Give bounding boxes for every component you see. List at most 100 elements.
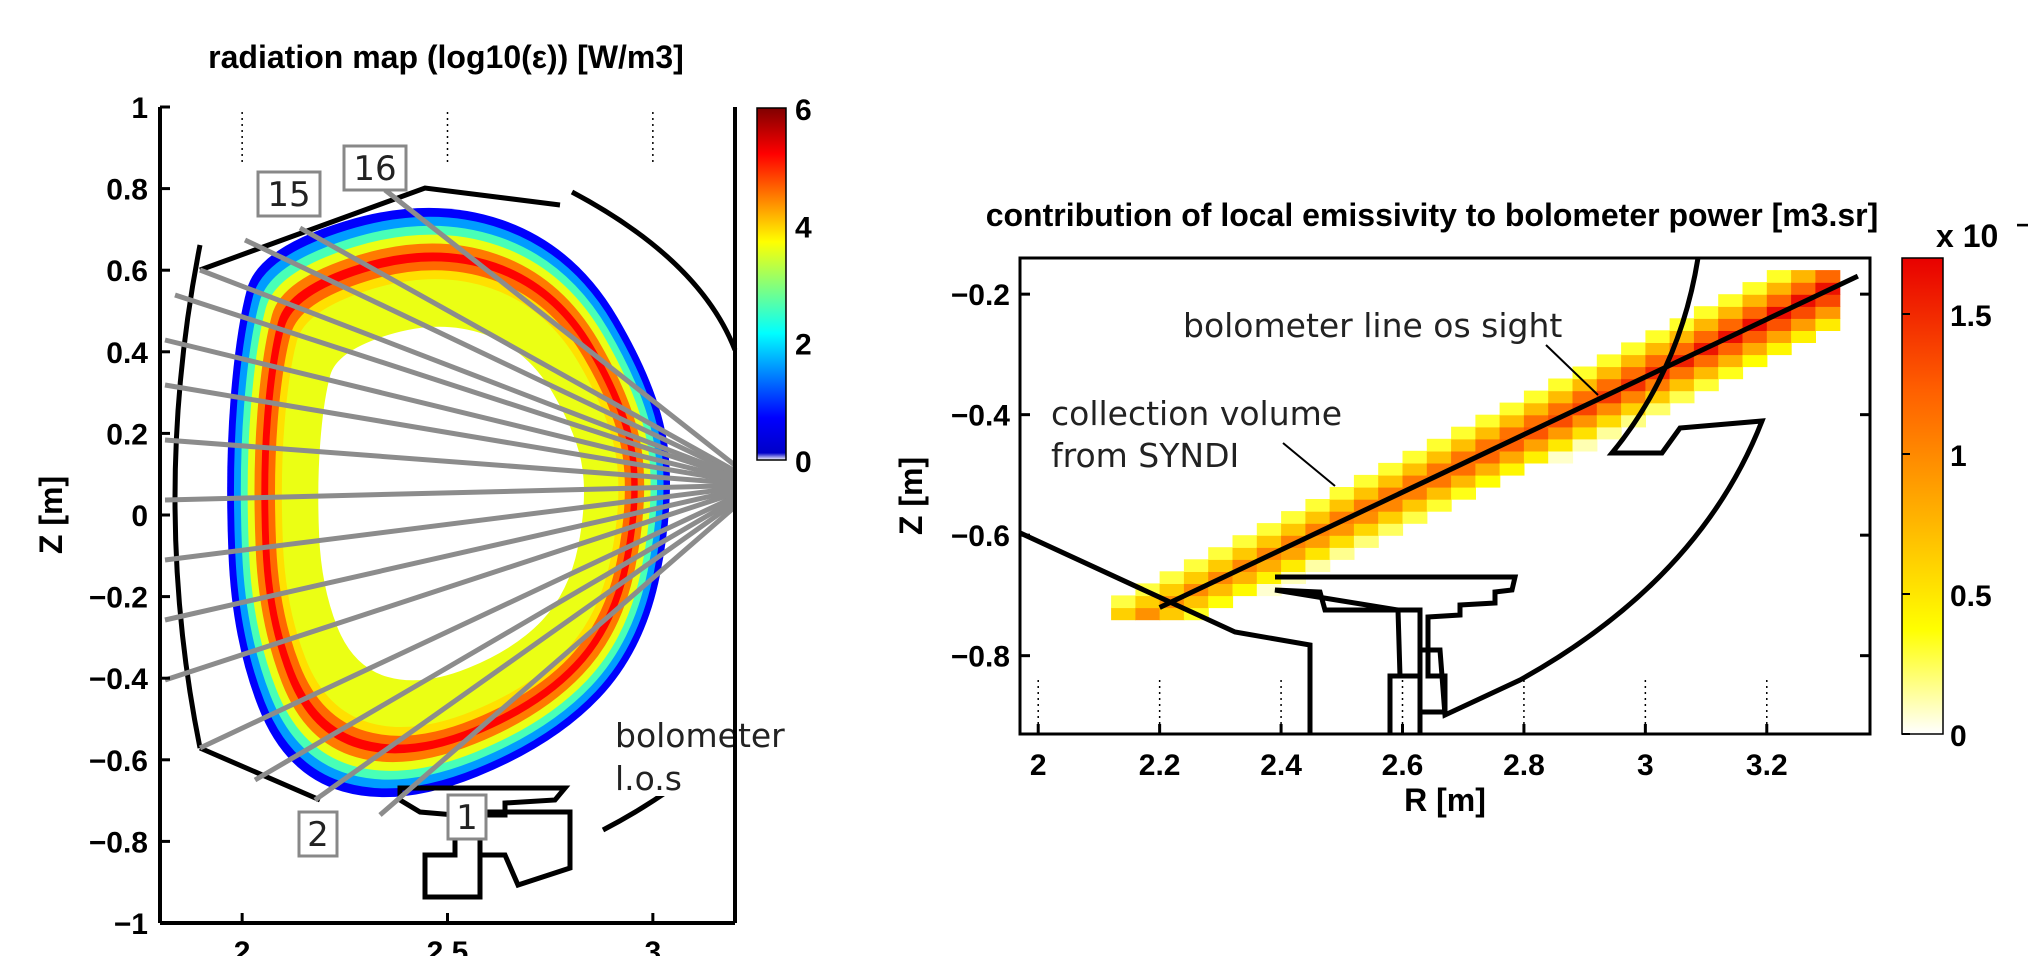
volume-pixel xyxy=(1791,282,1816,295)
volume-pixel xyxy=(1208,559,1234,572)
volume-pixel xyxy=(1256,571,1282,584)
volume-pixel xyxy=(1572,402,1598,416)
right-xtick-label: 2 xyxy=(1030,749,1047,782)
chord-16 xyxy=(383,188,735,469)
svg-text:16: 16 xyxy=(353,149,396,189)
volume-pixel xyxy=(1548,378,1574,392)
volume-pixel xyxy=(1742,294,1768,307)
radiation-map-panel: radiation map (log10(ε)) [W/m3] 15 16 2 xyxy=(33,39,812,956)
volume-pixel xyxy=(1111,607,1136,621)
los-annotation: bolometer line os sight xyxy=(1183,306,1562,345)
right-colorbar xyxy=(1901,257,1944,735)
left-xtick-label: 3 xyxy=(645,936,662,956)
volume-pixel xyxy=(1499,414,1525,428)
left-colorbar xyxy=(756,107,787,461)
right-axes-frame xyxy=(1018,256,1872,736)
right-xlabel: R [m] xyxy=(1404,782,1486,818)
svg-text:15: 15 xyxy=(267,175,310,215)
volume-pixel xyxy=(1645,354,1671,368)
left-ytick-label: −0.6 xyxy=(89,745,148,778)
volume-pixel xyxy=(1256,535,1282,548)
left-colorbar-tick-label: 0 xyxy=(795,446,812,479)
vessel-top-boundary xyxy=(199,185,561,273)
chord-13 xyxy=(313,499,735,803)
volume-pixel xyxy=(1572,414,1598,428)
right-wall-left xyxy=(1020,530,1313,734)
volume-pixel xyxy=(1499,450,1525,464)
volume-pixel xyxy=(1766,342,1792,356)
volume-pixel xyxy=(1499,462,1525,476)
volume-pixel xyxy=(1742,306,1768,319)
emission-hole xyxy=(318,326,584,681)
volume-pixel xyxy=(1815,306,1841,319)
volume-pixel xyxy=(1451,487,1476,500)
right-wall-curve xyxy=(1417,258,1766,734)
volume-pixel xyxy=(1426,438,1452,452)
volume-pixel xyxy=(1621,354,1646,368)
volume-pixel xyxy=(1378,462,1404,476)
volume-pixel xyxy=(1451,438,1476,452)
left-ytick-label: 0.4 xyxy=(106,337,148,370)
volume-pixel xyxy=(1208,595,1234,609)
left-xtick-label: 2.5 xyxy=(427,936,469,956)
volume-pixel xyxy=(1718,354,1744,368)
volume-pixel xyxy=(1742,282,1768,295)
volume-annotation-line2: from SYNDI xyxy=(1051,436,1239,475)
volume-pixel xyxy=(1111,595,1136,609)
right-ytick-label: −0.8 xyxy=(951,641,1010,674)
volume-pixel xyxy=(1621,366,1646,380)
chord-11 xyxy=(198,493,735,751)
volume-pixel xyxy=(1281,559,1306,572)
volume-pixel xyxy=(1232,535,1258,548)
bolometer-los-annotation-line1: bolometer xyxy=(615,716,785,755)
volume-pixel xyxy=(1766,270,1792,283)
volume-pixel xyxy=(1402,462,1428,476)
vessel-outer-arc-right xyxy=(570,189,738,351)
volume-pixel xyxy=(1305,535,1331,548)
volume-annotation-line1: collection volume xyxy=(1051,394,1342,433)
right-xtick-label: 2.2 xyxy=(1139,749,1181,782)
right-divertor xyxy=(1274,574,1519,734)
volume-pixel xyxy=(1159,583,1185,597)
left-ytick-label: 0.2 xyxy=(106,418,148,451)
volume-pixel xyxy=(1572,378,1598,392)
volume-pixel xyxy=(1353,474,1379,488)
chord-4 xyxy=(164,337,735,482)
volume-pixel xyxy=(1281,523,1306,536)
left-ytick-label: 0.8 xyxy=(106,174,148,207)
volume-pixel xyxy=(1402,511,1428,524)
volume-pixel xyxy=(1523,390,1549,404)
left-colorbar-tick-label: 4 xyxy=(795,211,812,244)
volume-pixel xyxy=(1159,607,1185,621)
volume-pixel xyxy=(1329,535,1355,548)
volume-pixel xyxy=(1742,354,1768,368)
volume-pixel xyxy=(1523,450,1549,464)
right-xtick-label: 2.4 xyxy=(1260,749,1302,782)
right-xtick-label: 2.6 xyxy=(1382,749,1424,782)
volume-pixel xyxy=(1232,571,1258,584)
chord-12 xyxy=(253,496,735,783)
colorbar-multiplier: x 10 xyxy=(1936,218,1998,254)
chord-6 xyxy=(164,437,735,486)
volume-pixel xyxy=(1305,547,1331,560)
chord-label-2: 2 xyxy=(297,810,339,858)
volume-pixel xyxy=(1645,342,1671,356)
volume-pixel xyxy=(1693,306,1719,319)
volume-pixel xyxy=(1815,318,1841,331)
volume-pixel xyxy=(1815,270,1841,283)
volume-annotation-pointer xyxy=(1282,442,1336,487)
volume-pixel xyxy=(1572,438,1598,452)
volume-pixel xyxy=(1426,499,1452,512)
right-colorbar-tick-label: 1 xyxy=(1950,440,1967,473)
volume-pixel xyxy=(1159,571,1185,584)
volume-pixel xyxy=(1621,390,1646,404)
volume-pixel xyxy=(1791,270,1816,283)
volume-pixel xyxy=(1475,426,1501,440)
right-colorbar-tick-label: 0.5 xyxy=(1950,580,1992,613)
volume-pixel xyxy=(1791,330,1816,343)
volume-pixel xyxy=(1693,366,1719,380)
volume-pixel xyxy=(1499,402,1525,416)
chord-8 xyxy=(164,485,735,563)
left-ylabel: Z [m] xyxy=(33,476,69,554)
